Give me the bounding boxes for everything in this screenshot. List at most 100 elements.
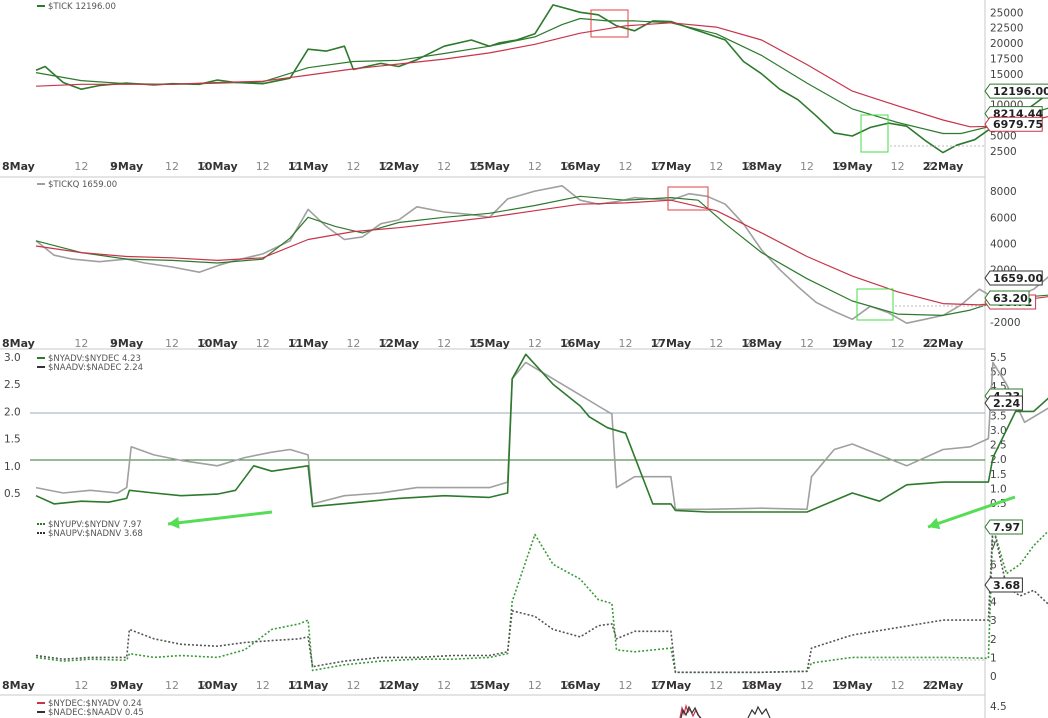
x-tick-label: 12 — [619, 679, 633, 692]
x-tick-label: 2 — [110, 337, 117, 350]
value-tag-tickq: 1659.00 — [984, 270, 1043, 286]
x-tick-label: 16May — [560, 160, 601, 173]
x-tick-label: 11May — [288, 679, 329, 692]
x-tick-label: 12 — [346, 679, 360, 692]
legend-label: $NYADV:$NYDEC 4.23 — [48, 354, 141, 364]
x-tick-label: 12 — [709, 160, 723, 173]
left-y-tick-label: 1.0 — [4, 461, 21, 473]
annotation-arrow-left — [167, 510, 273, 526]
x-tick-label: 12 — [346, 160, 360, 173]
x-tick-label: 12 — [709, 679, 723, 692]
value-tag-box — [984, 83, 1048, 99]
value-tag-label: 63.20 — [993, 292, 1028, 305]
x-tick-label: 2 — [291, 160, 298, 173]
y-tick-label: 3.0 — [990, 425, 1007, 437]
x-tick-label: 10May — [197, 679, 238, 692]
x-tick-label: 22May — [923, 160, 964, 173]
x-tick-label: 2 — [835, 160, 842, 173]
x-tick-label: 15May — [469, 337, 510, 350]
series-line-nadec — [680, 705, 702, 718]
series-line-naadv-nadec — [35, 361, 1048, 511]
value-tag-label: 3.68 — [993, 579, 1020, 592]
x-tick-label: 2 — [654, 337, 661, 350]
x-tick-label: 19May — [832, 337, 873, 350]
x-tick-label: 2 — [472, 337, 479, 350]
x-tick-label: 2 — [563, 337, 570, 350]
x-tick-label: 19May — [832, 160, 873, 173]
y-tick-label: 6000 — [990, 212, 1017, 224]
x-tick-label: 2 — [291, 679, 298, 692]
x-tick-label: 16May — [560, 679, 601, 692]
y-tick-label: 4 — [990, 597, 997, 609]
series-line-ma-short — [35, 195, 1048, 316]
x-tick-label: 15May — [469, 160, 510, 173]
y-tick-label: 3 — [990, 615, 997, 627]
value-tag-ma-short: 63.20 — [984, 290, 1030, 306]
x-tick-label: 10May — [197, 160, 238, 173]
x-tick-label: 17May — [651, 679, 692, 692]
annotation-arrow-left-head — [168, 516, 180, 529]
x-tick-label: 19May — [832, 679, 873, 692]
x-tick-label: 12 — [74, 160, 88, 173]
x-tick-label: 2 — [382, 337, 389, 350]
x-tick-label: 12 — [256, 160, 270, 173]
y-tick-label: 1 — [990, 652, 997, 664]
value-tag-box — [984, 519, 1023, 535]
y-tick-label: 15000 — [990, 69, 1023, 81]
x-tick-label: 18May — [741, 679, 782, 692]
x-tick-label: 2 — [110, 160, 117, 173]
x-tick-label: 18May — [741, 160, 782, 173]
series-line-ma-long — [35, 22, 1048, 128]
legend-label: $NYUPV:$NYDNV 7.97 — [48, 520, 142, 530]
x-tick-label: 2 — [472, 679, 479, 692]
highlight-box-red — [667, 186, 709, 211]
x-tick-label: 2 — [200, 160, 207, 173]
x-tick-label: 8May — [2, 679, 35, 692]
x-tick-label: 2 — [926, 337, 933, 350]
x-tick-label: 2 — [654, 679, 661, 692]
x-tick-label: 12 — [800, 337, 814, 350]
y-tick-label: 2.0 — [990, 454, 1007, 466]
y-tick-label: 2500 — [990, 146, 1017, 158]
x-tick-label: 2 — [472, 160, 479, 173]
highlight-box-red — [590, 9, 629, 38]
x-tick-label: 12 — [74, 337, 88, 350]
x-tick-label: 12 — [346, 337, 360, 350]
value-tag-naupv: 3.68 — [984, 577, 1023, 593]
series-line-nadec-2 — [747, 705, 771, 718]
value-tag-label: 7.97 — [993, 521, 1020, 534]
value-tag-naadv: 2.24 — [984, 395, 1023, 411]
x-tick-label: 9May — [110, 679, 143, 692]
value-tag-box — [984, 116, 1043, 132]
y-tick-label: 7 — [990, 541, 997, 553]
annotation-arrow-right — [927, 495, 1016, 529]
series-line-nyupv-nydnv — [35, 526, 1048, 674]
series-line-tickq — [35, 185, 1048, 324]
x-tick-label: 12 — [619, 160, 633, 173]
x-tick-label: 12 — [256, 337, 270, 350]
x-tick-label: 12 — [891, 160, 905, 173]
x-tick-label: 12 — [800, 160, 814, 173]
x-tick-label: 17May — [651, 160, 692, 173]
x-tick-label: 15May — [469, 679, 510, 692]
x-tick-label: 9May — [110, 337, 143, 350]
x-tick-label: 8May — [2, 160, 35, 173]
y-tick-label: 0 — [990, 671, 997, 683]
value-tag-label: 1659.00 — [993, 272, 1043, 285]
highlight-box-green — [860, 114, 889, 153]
x-tick-label: 2 — [382, 679, 389, 692]
legend-label: $NAUPV:$NADNV 3.68 — [48, 529, 143, 539]
value-tag-box — [984, 577, 1023, 593]
x-tick-label: 17May — [651, 337, 692, 350]
x-tick-label: 2 — [926, 160, 933, 173]
x-tick-label: 12 — [891, 679, 905, 692]
annotation-arrow-right-head — [928, 517, 941, 530]
x-tick-label: 12 — [528, 337, 542, 350]
y-tick-label: 5000 — [990, 130, 1017, 142]
value-tag-box — [984, 290, 1030, 306]
series-line-ma-long — [35, 199, 1048, 306]
legend-label: $TICKQ 1659.00 — [48, 180, 117, 190]
